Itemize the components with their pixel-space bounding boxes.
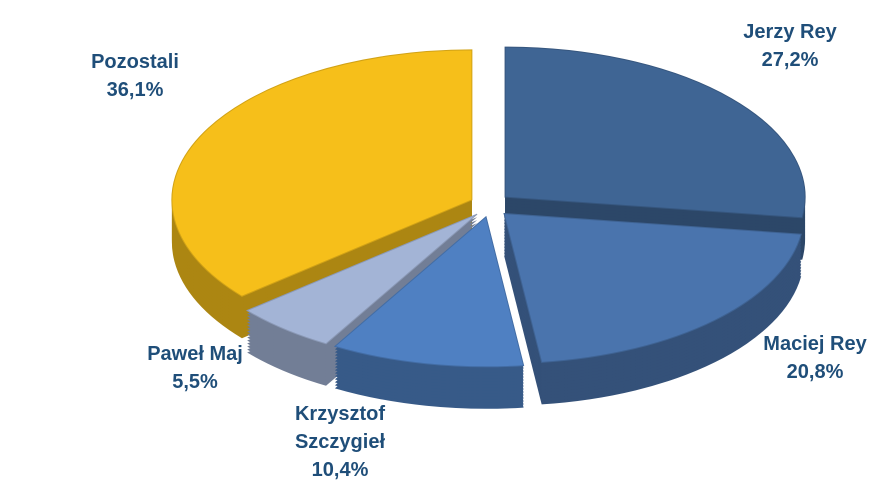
slice xyxy=(503,212,802,363)
slice xyxy=(246,213,478,345)
category-label: Pozostali xyxy=(91,51,179,73)
value-label: 20,8% xyxy=(786,361,844,383)
slice-label: Jerzy Rey 27,2% xyxy=(705,18,875,74)
value-label: 10,4% xyxy=(311,459,369,481)
slice-label: Maciej Rey 20,8% xyxy=(730,330,891,386)
slice-label: Paweł Maj 5,5% xyxy=(110,340,280,396)
category-label: Krzysztof Szczygieł xyxy=(294,403,386,453)
value-label: 27,2% xyxy=(761,49,819,71)
slice xyxy=(504,46,806,219)
slice xyxy=(333,215,525,368)
category-label: Jerzy Rey xyxy=(743,21,837,43)
slice-label: Krzysztof Szczygieł 10,4% xyxy=(275,400,405,484)
value-label: 36,1% xyxy=(106,79,164,101)
slice xyxy=(171,49,473,297)
category-label: Paweł Maj xyxy=(147,343,243,365)
category-label: Maciej Rey xyxy=(763,333,867,355)
value-label: 5,5% xyxy=(172,371,218,393)
slice-label: Pozostali 36,1% xyxy=(50,48,220,104)
